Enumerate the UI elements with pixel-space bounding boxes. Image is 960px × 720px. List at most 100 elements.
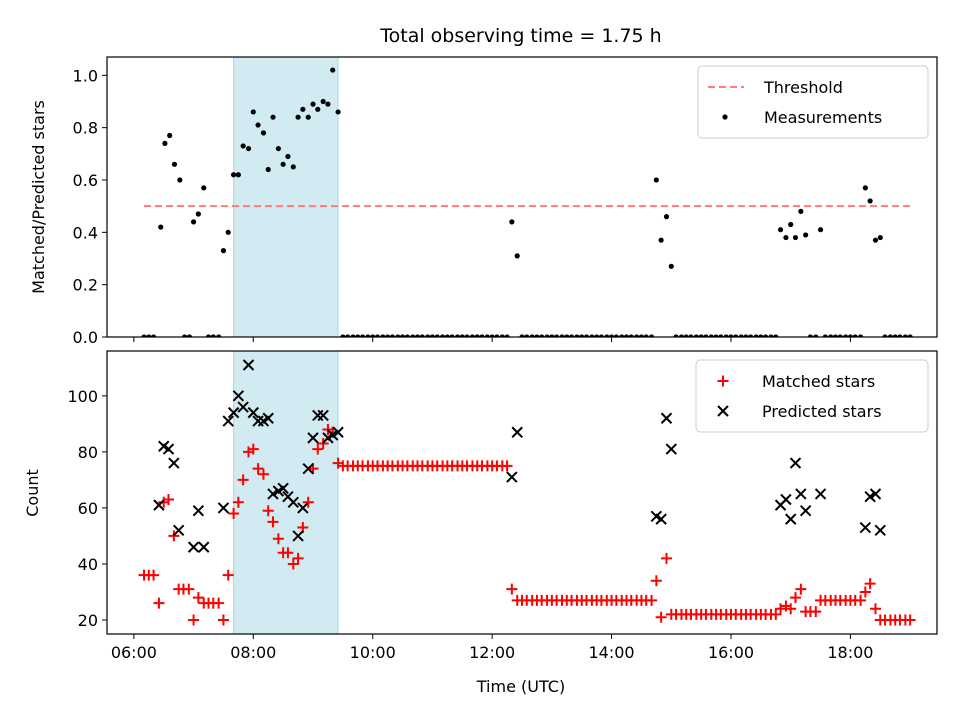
measurements-point: [862, 185, 868, 191]
measurements-point: [216, 334, 222, 337]
measurements-point: [250, 109, 256, 115]
measurements-point: [892, 334, 898, 337]
measurements-point: [395, 334, 401, 337]
measurements-point: [429, 334, 436, 337]
measurements-point: [907, 334, 913, 337]
measurements-point: [270, 114, 276, 120]
measurements-point: [240, 143, 246, 149]
measurements-point: [673, 334, 679, 337]
measurements-point: [852, 334, 858, 337]
matched-stars-point: [262, 505, 274, 517]
measurements-point: [509, 219, 515, 225]
bottom-x-tick-label: 12:00: [469, 643, 515, 662]
measurements-point: [275, 145, 281, 152]
predicted-stars-point: [247, 406, 260, 419]
bottom-legend: Matched stars Predicted stars: [695, 359, 929, 433]
measurements-point: [499, 334, 505, 337]
measurements-point: [419, 334, 425, 337]
bottom-y-tick-label: 80: [78, 443, 98, 462]
measurements-point: [171, 161, 178, 167]
measurements-point: [583, 334, 590, 337]
top-y-tick-label: 0.4: [73, 223, 98, 242]
measurements-point: [494, 334, 500, 337]
measurements-point: [365, 334, 371, 337]
matched-stars-point: [257, 468, 269, 480]
measurements-point: [594, 334, 600, 337]
measurements-point: [359, 334, 366, 337]
matched-stars-point: [287, 558, 299, 570]
measurements-point: [225, 229, 231, 235]
matched-stars-point: [789, 592, 801, 604]
predicted-stars-point: [222, 415, 234, 427]
measurements-point: [389, 334, 396, 337]
predicted-stars-point: [864, 490, 876, 503]
top-y-tick-label: 0.0: [73, 328, 98, 347]
top-plot-area: [141, 67, 913, 337]
measurements-point: [773, 334, 779, 337]
matched-stars-point: [252, 463, 264, 475]
measurements-point: [643, 334, 649, 337]
measurements-point: [568, 334, 575, 337]
predicted-stars-point: [784, 513, 797, 525]
measurements-point: [201, 185, 207, 191]
measurements-point: [763, 334, 769, 337]
measurements-point: [648, 334, 655, 337]
matched-stars-point: [810, 606, 822, 618]
predicted-stars-point: [292, 530, 304, 542]
top-y-tick-label: 1.0: [73, 66, 98, 85]
measurements-point: [613, 334, 619, 337]
measurements-point: [738, 334, 744, 337]
measurements-point: [484, 334, 490, 337]
measurements-point: [474, 334, 480, 337]
measurements-point: [464, 334, 470, 337]
predicted-stars-point: [307, 432, 319, 444]
matched-stars-point: [292, 552, 304, 564]
top-y-tick-label: 0.2: [73, 276, 98, 295]
measurements-point: [325, 101, 331, 107]
legend-predicted-stars-swatch: [717, 405, 729, 417]
measurements-point: [459, 334, 465, 337]
matched-stars-point: [183, 583, 195, 595]
measurements-point: [374, 334, 381, 337]
measurements-point: [847, 334, 854, 337]
measurements-point: [768, 334, 774, 337]
measurements-point: [158, 224, 164, 230]
measurements-point: [255, 122, 261, 128]
measurements-point: [743, 334, 749, 337]
legend-measurements-swatch: [722, 114, 728, 120]
top-chart-panel: 0.0 0.2 0.4 0.6 0.8 1.0 Threshold Measurements: [73, 56, 938, 347]
measurements-point: [146, 334, 152, 337]
measurements-point: [723, 334, 729, 337]
measurements-point: [182, 334, 188, 337]
measurements-point: [703, 334, 709, 337]
predicted-stars-point: [153, 499, 165, 511]
predicted-stars-point: [665, 443, 677, 455]
predicted-stars-point: [217, 502, 230, 514]
matched-stars-point: [785, 603, 797, 615]
predicted-stars-point: [227, 406, 240, 419]
matched-stars-point: [770, 608, 782, 620]
bottom-y-tick-label: 100: [67, 387, 98, 406]
predicted-stars-point: [780, 493, 792, 506]
bottom-chart-panel: 20 40 60 80 100 06:00 08:00 10:00 12:00 14:00 16:0…: [67, 350, 938, 662]
predicted-stars-point: [332, 426, 344, 438]
predicted-stars-point: [317, 409, 329, 422]
legend-predicted-stars-label: Predicted stars: [762, 402, 882, 421]
predicted-stars-point: [242, 359, 255, 371]
matched-stars-point: [661, 552, 673, 564]
measurements-point: [177, 177, 183, 183]
bottom-plot-area: [138, 359, 916, 626]
measurements-point: [370, 334, 376, 337]
measurements-point: [758, 334, 764, 337]
predicted-stars-point: [655, 513, 667, 525]
measurements-point: [205, 334, 212, 337]
matched-stars-point: [282, 547, 294, 559]
matched-stars-point: [192, 592, 204, 604]
predicted-stars-point: [198, 541, 210, 553]
predicted-stars-point: [506, 471, 518, 483]
measurements-point: [449, 334, 455, 337]
matched-stars-point: [267, 516, 279, 528]
measurements-point: [320, 98, 326, 105]
measurements-point: [843, 334, 849, 337]
measurements-point: [822, 334, 828, 337]
